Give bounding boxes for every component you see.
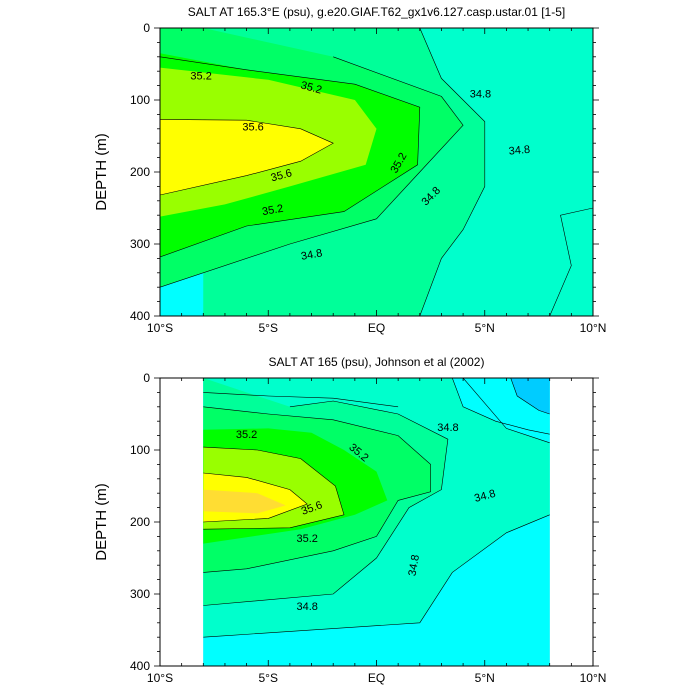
- y-tick-label: 100: [130, 93, 150, 107]
- contour-line-1: [160, 119, 334, 196]
- x-tick-label: 5°N: [475, 321, 495, 335]
- x-tick-label: 5°S: [259, 671, 278, 685]
- contour-label-5: 35.2: [297, 533, 318, 545]
- x-tick-label: EQ: [368, 321, 385, 335]
- contour-line-7: [462, 378, 550, 444]
- contour-label-4: 35.6: [270, 167, 294, 184]
- contour-line-6: [452, 378, 550, 435]
- contour-label-0: 35.2: [190, 71, 211, 83]
- contour-label-0: 35.2: [236, 429, 257, 441]
- y-axis-label: DEPTH (m): [93, 133, 110, 211]
- contour-line-3: [419, 28, 486, 316]
- y-tick-label: 200: [130, 165, 150, 179]
- x-tick-label: 10°S: [147, 321, 173, 335]
- y-tick-label: 400: [130, 309, 150, 323]
- y-tick-label: 0: [143, 21, 150, 35]
- contour-line-0: [160, 56, 421, 258]
- x-tick-label: EQ: [368, 671, 385, 685]
- chart-title: SALT AT 165 (psu), Johnson et al (2002): [269, 355, 485, 369]
- contour-line-2: [160, 56, 464, 288]
- contour-label-2: 34.8: [470, 89, 491, 101]
- contour-label-7: 34.8: [297, 601, 318, 613]
- y-tick-label: 100: [130, 443, 150, 457]
- y-tick-label: 300: [130, 237, 150, 251]
- contour-field: 35.235.2 34.835.635.635.234.835.234.834.8: [160, 28, 593, 316]
- contour-label-2: 34.8: [437, 422, 458, 434]
- contour-line-5: [203, 392, 399, 408]
- salinity-band-7: [203, 489, 286, 514]
- contour-label-3: 35.6: [242, 122, 263, 134]
- contour-line-4: [203, 514, 550, 638]
- contour-label-6: 34.8: [300, 247, 323, 263]
- contour-label-1: 35.2: [299, 79, 323, 96]
- chart-title: SALT AT 165.3°E (psu), g.e20.GIAF.T62_gx…: [188, 5, 565, 19]
- contour-line-0: [203, 406, 431, 573]
- contour-label-9: 34.8: [508, 144, 530, 158]
- contour-line-1: [203, 446, 345, 530]
- salinity-band-9: [510, 378, 550, 414]
- y-tick-label: 0: [143, 371, 150, 385]
- salinity-band-5: [160, 119, 334, 195]
- x-tick-label: 5°S: [259, 321, 278, 335]
- x-tick-label: 10°N: [580, 671, 607, 685]
- contour-line-3: [203, 400, 449, 606]
- contour-line-8: [510, 378, 550, 415]
- contour-label-5: 35.2: [261, 203, 284, 219]
- contour-label-3: 34.8: [473, 488, 497, 505]
- contour-label-6: 34.8: [407, 554, 423, 577]
- y-tick-label: 400: [130, 659, 150, 673]
- contour-line-4: [549, 207, 593, 316]
- panel-model-salinity: 35.235.2 34.835.635.635.234.835.234.834.8…: [93, 5, 606, 335]
- y-axis-label: DEPTH (m): [93, 483, 110, 561]
- y-tick-label: 300: [130, 587, 150, 601]
- panel-observed-salinity: 35.235.234.834.835.635.234.834.810°S 5°S E…: [93, 355, 606, 685]
- y-tick-label: 200: [130, 515, 150, 529]
- x-tick-label: 10°N: [580, 321, 607, 335]
- contour-field: 35.235.234.834.835.635.234.834.8: [203, 378, 550, 666]
- contour-line-2: [203, 472, 308, 523]
- x-tick-label: 10°S: [147, 671, 173, 685]
- x-tick-label: 5°N: [475, 671, 495, 685]
